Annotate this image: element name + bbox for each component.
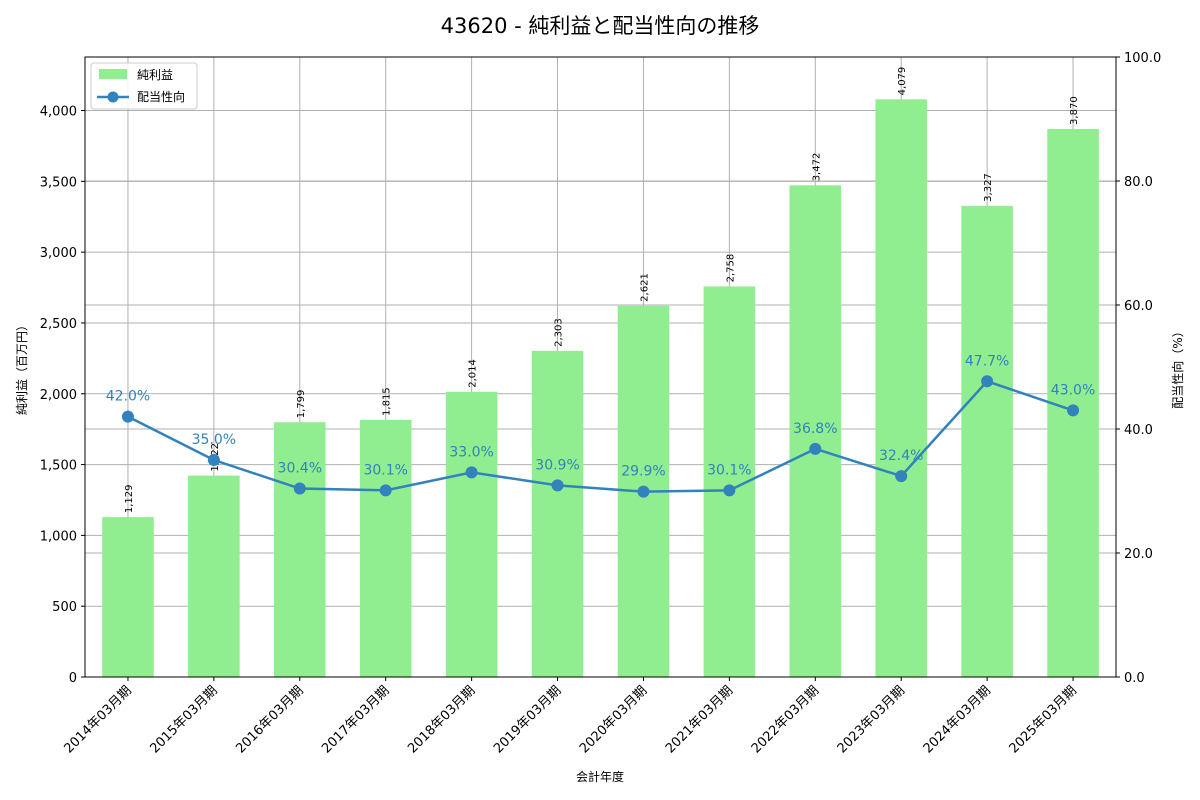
bar [531, 350, 584, 677]
bars: 1,1291,4221,7991,8152,0142,3032,6212,758… [102, 67, 1099, 678]
y-right-tick-label: 0.0 [1124, 671, 1145, 686]
x-tick-label: 2023年03月期 [835, 683, 908, 756]
x-tick-label: 2021年03月期 [663, 683, 736, 756]
line-marker [207, 454, 220, 466]
x-tick-label: 2018年03月期 [405, 683, 478, 756]
bar [789, 185, 842, 677]
y-tick-label: 2,000 [40, 388, 77, 403]
chart-title: 43620 - 純利益と配当性向の推移 [441, 14, 760, 38]
y-tick-label: 0 [69, 671, 77, 686]
payout-ratio-label: 35.0% [192, 432, 236, 448]
x-tick-label: 2016年03月期 [233, 683, 306, 756]
bar [102, 517, 154, 677]
y-right-tick-label: 20.0 [1124, 547, 1153, 562]
payout-ratio-label: 47.7% [965, 353, 1009, 369]
bar-value-label: 2,621 [639, 273, 650, 302]
y-tick-label: 2,500 [40, 317, 77, 332]
y-tick-label: 1,500 [40, 459, 77, 474]
y-right-tick-label: 40.0 [1124, 423, 1153, 438]
bar-value-label: 1,129 [124, 484, 135, 513]
y-tick-label: 1,000 [40, 529, 77, 544]
bar-value-label: 2,014 [468, 359, 479, 388]
legend-bar-swatch [99, 69, 127, 79]
y-tick-label: 500 [52, 600, 77, 615]
payout-ratio-label: 42.0% [106, 389, 150, 405]
bar-value-label: 2,758 [725, 254, 736, 283]
payout-ratio-label: 29.9% [621, 464, 665, 480]
payout-ratio-label: 32.4% [879, 448, 923, 464]
y-tick-label: 3,500 [40, 175, 77, 190]
bar [445, 391, 498, 677]
x-tick-label: 2024年03月期 [921, 683, 994, 756]
payout-ratio-label: 36.8% [793, 421, 837, 437]
line-marker [809, 442, 822, 455]
legend: 純利益 配当性向 [90, 62, 198, 110]
payout-ratio-label: 43.0% [1051, 382, 1095, 398]
payout-ratio-label: 33.0% [449, 444, 493, 460]
bar [1047, 128, 1099, 677]
bar-value-label: 2,303 [554, 318, 565, 347]
line-marker [465, 466, 478, 479]
x-tick-label: 2019年03月期 [491, 683, 564, 756]
y-tick-label: 4,000 [40, 105, 77, 120]
bar [961, 205, 1013, 677]
payout-ratio-line [127, 379, 1074, 493]
y-right-tick-label: 60.0 [1124, 299, 1153, 314]
payout-ratio-label: 30.1% [363, 462, 407, 478]
line-marker [551, 479, 564, 492]
bar-value-label: 4,079 [897, 67, 908, 96]
payout-ratio-label: 30.9% [535, 457, 579, 473]
bar-value-label: 3,472 [811, 153, 822, 182]
legend-marker-icon [107, 91, 119, 103]
line-marker [981, 375, 994, 388]
y-tick-label: 3,000 [40, 246, 77, 261]
bar [274, 422, 326, 677]
legend-label-payout-ratio: 配当性向 [137, 89, 185, 104]
line-marker [379, 484, 392, 497]
bar [188, 475, 240, 677]
line-marker [293, 482, 306, 495]
line-marker [723, 484, 736, 497]
x-tick-label: 2015年03月期 [147, 683, 220, 756]
plot-frame [84, 56, 1117, 678]
bar-value-label: 1,815 [382, 387, 393, 416]
payout-ratio-label: 30.1% [707, 462, 751, 478]
x-tick-label: 2014年03月期 [62, 683, 135, 756]
bar [359, 419, 412, 677]
x-tick-label: 2017年03月期 [319, 683, 392, 756]
bar-value-label: 3,870 [1069, 96, 1080, 125]
line-marker [1067, 404, 1080, 417]
x-axis-label: 会計年度 [576, 769, 624, 784]
x-tick-label: 2025年03月期 [1007, 683, 1080, 756]
line-marker [895, 470, 908, 483]
y-right-tick-label: 80.0 [1124, 175, 1153, 190]
line-marker [637, 485, 650, 498]
x-tick-label: 2020年03月期 [577, 683, 650, 756]
y-right-tick-label: 100.0 [1124, 51, 1161, 66]
legend-label-net-income: 純利益 [137, 68, 173, 82]
bar-value-label: 3,327 [983, 173, 994, 202]
y-axis-label: 純利益（百万円） [15, 319, 29, 415]
bar-value-label: 1,799 [296, 390, 307, 419]
line-series: 42.0% 35.0% 30.4% 30.1% 33.0% 30.9% 29.9% 30.1%… [106, 353, 1095, 498]
payout-ratio-label: 30.4% [278, 461, 322, 477]
bar [875, 99, 927, 678]
line-marker [121, 410, 134, 423]
x-tick-label: 2022年03月期 [749, 683, 822, 756]
y-axis-right-label: 配当性向（%） [1170, 325, 1185, 408]
